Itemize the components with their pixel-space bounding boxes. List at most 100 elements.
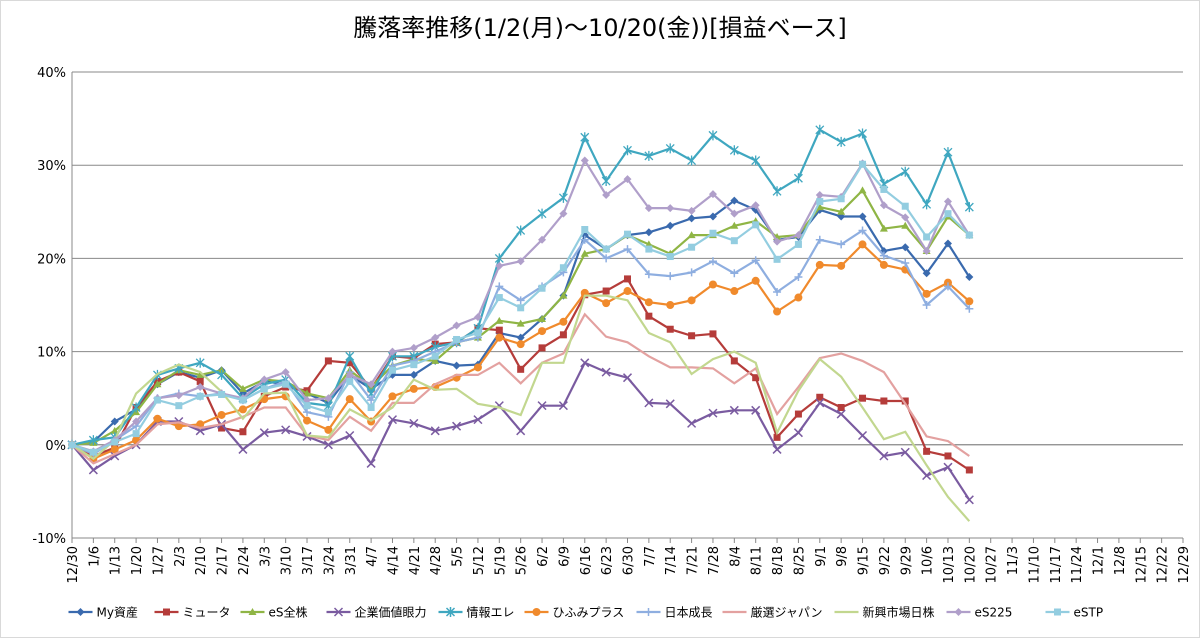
y-tick-label: 20% [37, 252, 66, 267]
point [110, 426, 119, 434]
series [67, 358, 974, 505]
legend-marker [954, 608, 963, 616]
point [324, 394, 333, 403]
point [174, 422, 183, 431]
x-tick-label: 12/22 [1156, 546, 1171, 583]
point [665, 399, 675, 409]
point [110, 417, 119, 426]
point [730, 269, 739, 278]
point [794, 293, 803, 302]
point [644, 228, 653, 237]
point [965, 304, 974, 313]
x-tick-label: 5/19 [493, 546, 508, 575]
x-tick-label: 7/28 [707, 546, 722, 575]
point [815, 203, 824, 211]
point [580, 249, 589, 257]
point [645, 245, 653, 253]
x-tick-label: 7/7 [643, 546, 658, 567]
point [175, 402, 183, 410]
point [217, 369, 227, 380]
point [196, 383, 205, 392]
point [239, 428, 247, 436]
point [111, 438, 119, 446]
point [495, 316, 504, 324]
point [859, 160, 867, 168]
point [217, 366, 226, 374]
point [644, 150, 654, 161]
point [453, 335, 461, 343]
point [88, 435, 98, 446]
point [879, 451, 889, 461]
x-tick-label: 4/28 [429, 546, 444, 575]
x-tick-label: 12/8 [1113, 546, 1128, 575]
x-tick-label: 4/7 [365, 546, 380, 567]
point [581, 226, 589, 234]
point [387, 415, 398, 425]
legend-item: 新興市場日株 [834, 605, 935, 620]
point [132, 430, 140, 438]
point [473, 363, 482, 372]
point [303, 389, 312, 397]
point [687, 296, 696, 305]
point [538, 284, 546, 292]
legend-label: 情報エレ [467, 606, 515, 620]
x-tick-label: 5/5 [451, 546, 466, 567]
point [794, 240, 802, 248]
point [858, 212, 867, 221]
x-tick-label: 10/13 [942, 546, 957, 583]
point [729, 145, 739, 156]
x-tick-label: 9/29 [899, 546, 914, 575]
x-tick-label: 11/10 [1027, 546, 1042, 583]
x-tick-label: 8/11 [750, 546, 765, 575]
point [922, 301, 931, 309]
point [793, 173, 803, 184]
point [922, 269, 931, 278]
point [366, 458, 376, 468]
point [153, 414, 162, 423]
point [517, 304, 525, 312]
point [281, 425, 291, 435]
point [687, 268, 696, 277]
point [68, 441, 76, 449]
point [538, 344, 546, 352]
point [858, 128, 867, 139]
point [196, 370, 205, 378]
point [196, 377, 204, 385]
point [943, 197, 952, 206]
point [901, 259, 910, 268]
point [965, 466, 973, 474]
point [516, 340, 525, 349]
point [901, 213, 910, 222]
point [708, 190, 717, 199]
legend-label: eS225 [975, 606, 1013, 620]
point [495, 282, 504, 291]
point [708, 130, 718, 141]
point [752, 221, 760, 229]
x-tick-label: 9/22 [878, 546, 893, 575]
legend-item: eSTP [1045, 606, 1103, 620]
point [537, 208, 547, 219]
point [345, 351, 355, 362]
point [943, 282, 952, 291]
point [431, 352, 439, 360]
point [623, 245, 632, 254]
point [773, 307, 782, 316]
x-tick-label: 3/3 [258, 546, 273, 567]
point [238, 444, 248, 454]
point [196, 420, 205, 429]
point [773, 433, 781, 441]
point [238, 384, 247, 392]
point [538, 235, 547, 244]
point [495, 294, 503, 302]
point [730, 357, 738, 365]
point [964, 202, 974, 213]
x-tick-label: 12/1 [1092, 546, 1107, 575]
point [687, 155, 697, 166]
point [195, 357, 205, 368]
y-tick-label: 30% [37, 159, 66, 174]
legend-item: eS全株 [240, 605, 308, 620]
x-tick-label: 6/23 [600, 546, 615, 575]
point [624, 275, 631, 283]
point [217, 410, 226, 419]
point [153, 396, 161, 404]
